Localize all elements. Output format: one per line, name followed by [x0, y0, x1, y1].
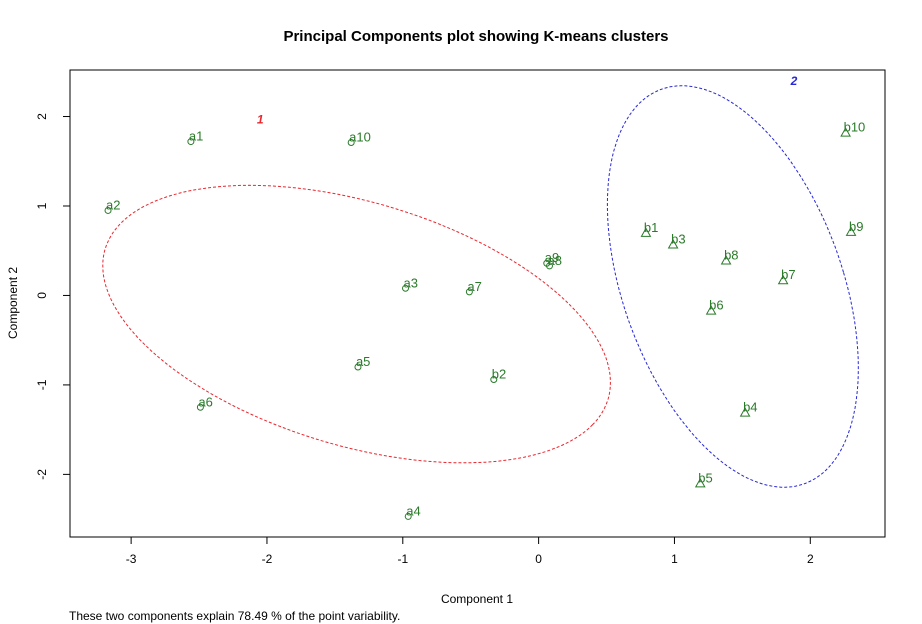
data-point	[777, 274, 789, 285]
point-label: b2	[492, 367, 506, 382]
data-point	[694, 477, 706, 488]
point-label: a9	[545, 250, 559, 265]
x-axis: -3 -2 -1 0 1 2	[126, 537, 814, 566]
x-tick-label: -3	[126, 552, 137, 566]
data-point	[347, 138, 355, 146]
data-point	[720, 255, 732, 265]
point-label: a8	[547, 253, 561, 268]
point-label: a6	[198, 394, 212, 409]
data-point	[196, 403, 204, 411]
point-label: a2	[106, 197, 120, 212]
y-axis-label: Component 2	[6, 267, 20, 339]
y-tick-label: 0	[35, 292, 49, 299]
point-label: b6	[709, 298, 723, 313]
y-tick-label: 2	[35, 113, 49, 120]
point-label: a1	[189, 129, 203, 144]
data-point	[465, 288, 473, 296]
x-tick-label: -2	[262, 552, 273, 566]
y-tick-label: -1	[35, 379, 49, 390]
x-tick-label: 2	[807, 552, 814, 566]
data-point	[845, 226, 857, 236]
data-point	[490, 376, 498, 384]
y-tick-label: 1	[35, 202, 49, 209]
cluster-label: 2	[790, 74, 798, 88]
data-point	[545, 262, 553, 270]
variability-footnote: These two components explain 78.49 % of …	[69, 609, 400, 623]
data-point	[187, 138, 195, 146]
data-point	[402, 284, 410, 292]
plot-frame	[69, 69, 886, 538]
data-point	[840, 127, 851, 137]
data-point	[667, 238, 679, 249]
data-point	[404, 512, 412, 520]
point-label: a7	[467, 279, 481, 294]
point-label: b1	[644, 220, 658, 235]
x-tick-label: -1	[397, 552, 408, 566]
point-label: b8	[724, 248, 738, 263]
point-label: b7	[781, 267, 795, 282]
data-point	[705, 305, 717, 315]
point-label: a3	[404, 275, 418, 290]
chart-title: Principal Components plot showing K-mean…	[283, 28, 668, 45]
x-tick-label: 1	[671, 552, 678, 566]
y-tick-label: -2	[35, 469, 49, 480]
cluster-label: 1	[257, 113, 264, 127]
point-label: b4	[743, 400, 757, 415]
cluster-ellipses: 12	[102, 74, 859, 488]
point-label: a10	[349, 129, 371, 144]
x-tick-label: 0	[535, 552, 542, 566]
point-label: b10	[844, 120, 866, 135]
point-label: b5	[698, 470, 712, 485]
cluster-ellipse	[102, 184, 611, 464]
point-label: b9	[849, 219, 863, 234]
x-axis-label: Component 1	[441, 592, 513, 606]
data-point	[104, 206, 112, 214]
data-point	[354, 363, 362, 371]
y-axis: -2 -1 0 1 2	[35, 113, 70, 480]
point-label: a5	[356, 354, 370, 369]
point-label: a4	[406, 503, 420, 518]
data-point	[739, 407, 751, 417]
cluster-ellipse	[606, 85, 859, 488]
point-label: b3	[671, 231, 685, 246]
data-point	[640, 227, 652, 237]
